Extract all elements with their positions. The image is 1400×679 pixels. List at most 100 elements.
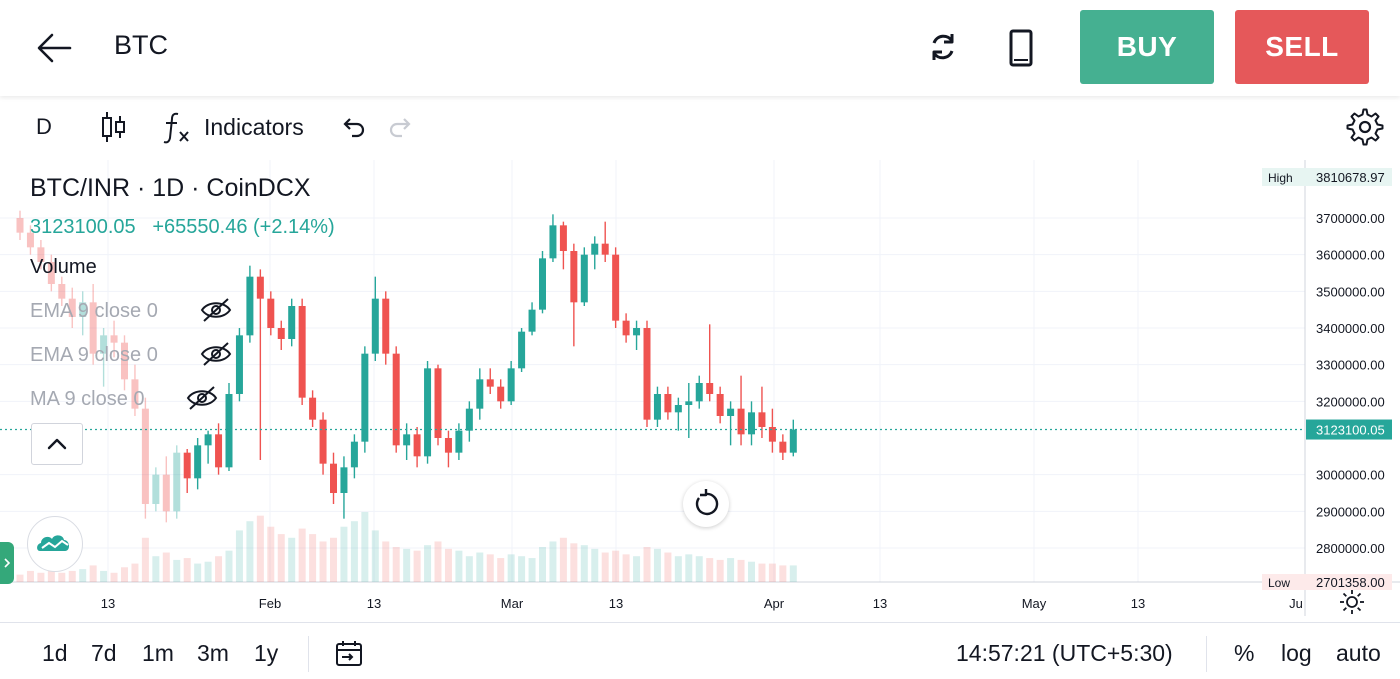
- time-tick-label: 13: [1131, 596, 1145, 611]
- price-chart[interactable]: 3700000.00 3600000.00 3500000.00 3400000.00…: [0, 160, 1400, 616]
- candle-body: [664, 394, 672, 413]
- refresh-icon[interactable]: [920, 24, 966, 70]
- eye-off-icon[interactable]: [186, 384, 218, 412]
- time-axis-settings-icon[interactable]: [1338, 588, 1366, 616]
- undo-icon[interactable]: [338, 112, 368, 142]
- volume-bar: [549, 541, 557, 582]
- collapse-legend-button[interactable]: [31, 423, 83, 465]
- high-value-tag: [1306, 168, 1392, 186]
- candle: [277, 320, 285, 350]
- back-arrow-icon[interactable]: [34, 26, 74, 70]
- legend-last-price: 3123100.05 +65550.46 (+2.14%): [30, 216, 335, 239]
- candle: [591, 236, 599, 270]
- price-tick-label: 3000000.00: [1316, 468, 1385, 483]
- volume-bar: [695, 556, 703, 582]
- time-tick-label: 13: [609, 596, 623, 611]
- candle: [194, 438, 202, 490]
- price-change-value: +65550.46 (+2.14%): [152, 216, 335, 238]
- clock-timezone[interactable]: 14:57:21 (UTC+5:30): [956, 640, 1173, 666]
- candle: [58, 276, 66, 306]
- candle: [162, 456, 170, 523]
- volume-bar: [507, 554, 515, 582]
- candle: [340, 456, 348, 519]
- candle-body: [633, 328, 641, 336]
- volume-bar: [361, 512, 369, 582]
- volume-bar: [309, 534, 317, 582]
- candle: [309, 390, 317, 427]
- candle-body: [727, 408, 735, 416]
- redo-icon[interactable]: [386, 112, 416, 142]
- current-price-tag: [1306, 419, 1392, 440]
- low-value-label: 2701358.00: [1316, 575, 1385, 590]
- side-panel-toggle[interactable]: [0, 542, 14, 584]
- candle: [674, 397, 682, 431]
- volume-bar: [434, 541, 442, 582]
- gear-icon[interactable]: [1346, 108, 1384, 146]
- candle-body: [110, 335, 118, 343]
- range-7d[interactable]: 7d: [91, 640, 117, 666]
- volume-bar: [298, 528, 306, 582]
- reset-chart-button[interactable]: [683, 481, 729, 527]
- chart-area[interactable]: 3700000.00 3600000.00 3500000.00 3400000.00…: [0, 160, 1400, 616]
- calendar-goto-icon[interactable]: [334, 638, 364, 668]
- candle-body: [716, 394, 724, 416]
- volume-bar: [768, 563, 776, 582]
- log-scale-button[interactable]: log: [1281, 640, 1312, 666]
- candle: [633, 320, 641, 350]
- volume-bar: [256, 515, 264, 582]
- volume-bar: [612, 550, 620, 582]
- function-icon[interactable]: [160, 108, 194, 146]
- interval-selector[interactable]: D: [36, 114, 52, 139]
- candle: [486, 368, 494, 394]
- range-3m[interactable]: 3m: [197, 640, 229, 666]
- range-1m[interactable]: 1m: [142, 640, 174, 666]
- eye-off-icon[interactable]: [200, 340, 232, 368]
- legend-ma[interactable]: MA 9 close 0: [30, 388, 145, 410]
- indicators-button[interactable]: Indicators: [204, 114, 304, 140]
- candle-body: [674, 405, 682, 413]
- candle: [225, 383, 233, 471]
- legend-ema-2[interactable]: EMA 9 close 0: [30, 344, 158, 366]
- candle: [47, 254, 55, 292]
- percent-scale-button[interactable]: %: [1234, 640, 1255, 666]
- candle-body: [748, 412, 755, 435]
- volume-bar: [277, 534, 285, 582]
- cloud-logo-button[interactable]: [27, 516, 83, 572]
- candle-body: [455, 430, 463, 453]
- candle: [246, 265, 254, 343]
- legend-volume[interactable]: Volume: [30, 256, 97, 278]
- price-tick-label: 3300000.00: [1316, 358, 1385, 373]
- eye-off-icon[interactable]: [200, 296, 232, 324]
- candle-body: [215, 434, 223, 468]
- legend-symbol: BTC/INR · 1D · CoinDCX: [30, 174, 311, 202]
- volume-bar: [706, 558, 714, 582]
- device-orientation-icon[interactable]: [998, 24, 1044, 70]
- volume-bar: [497, 558, 505, 582]
- candle-body: [141, 408, 149, 504]
- legend-ema-1[interactable]: EMA 9 close 0: [30, 300, 158, 322]
- high-tag-label: High: [1268, 171, 1293, 185]
- range-1y[interactable]: 1y: [254, 640, 279, 666]
- candle-body: [26, 232, 34, 248]
- range-1d[interactable]: 1d: [42, 640, 68, 666]
- candle: [382, 291, 390, 365]
- volume-bar: [737, 559, 745, 582]
- candle-body: [434, 368, 442, 438]
- symbol-title: BTC: [114, 30, 168, 60]
- candle-body: [16, 218, 24, 233]
- candle: [643, 320, 651, 427]
- candle-body: [309, 397, 317, 420]
- candle: [559, 221, 567, 270]
- volume-bar: [194, 563, 202, 582]
- time-tick-label: Ju: [1289, 596, 1303, 611]
- candle: [37, 240, 45, 270]
- candle-body: [89, 302, 97, 354]
- volume-bar: [403, 548, 411, 582]
- buy-button[interactable]: BUY: [1080, 10, 1214, 84]
- auto-scale-button[interactable]: auto: [1336, 640, 1381, 666]
- candle: [434, 364, 442, 446]
- volume-bar: [758, 563, 766, 582]
- sell-button[interactable]: SELL: [1235, 10, 1369, 84]
- candlestick-icon[interactable]: [98, 108, 128, 146]
- candle-body: [371, 298, 379, 354]
